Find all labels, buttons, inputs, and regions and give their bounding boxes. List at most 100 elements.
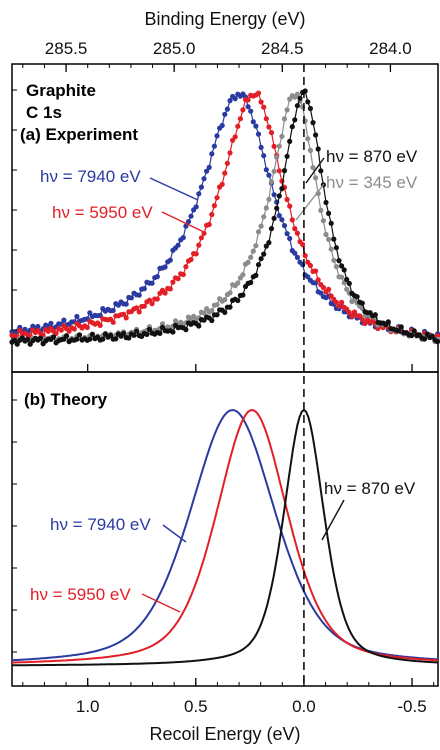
panel-a-data-point [281, 168, 288, 174]
panel-a-data-point [193, 204, 199, 210]
panel-a-data-point [313, 268, 319, 274]
panel-a-data-point [268, 179, 275, 185]
panel-a-data-point [310, 165, 316, 171]
panel-a-series-label: hν = 345 eV [326, 173, 418, 192]
panel-a-data-point [222, 111, 228, 117]
panel-a-data-point [284, 231, 290, 237]
top-axis-ticks: 285.5 285.0 284.5 284.0 [22, 39, 412, 72]
top-tick-label: 284.5 [261, 39, 304, 58]
top-tick-label: 285.0 [153, 39, 196, 58]
panel-a-data-point [300, 241, 306, 248]
panel-a-data-point [268, 226, 275, 232]
panel-a-data-point [328, 246, 334, 252]
panel-a-data-point [313, 132, 319, 138]
panel-a-data-point [307, 147, 313, 153]
panel-a-data-point [201, 176, 207, 182]
panel-a-data-point [248, 254, 254, 260]
panel-a-data-point [271, 143, 277, 149]
panel-a-data-point [294, 103, 300, 109]
panel-a-data-point [110, 319, 116, 325]
panel-a-data-point [294, 91, 300, 97]
panel-a-data-point [261, 251, 267, 257]
panel-a-label-pointer [149, 177, 199, 201]
panel-a-data-point [339, 299, 345, 305]
panel-a-data-point [253, 272, 259, 278]
panel-a-data-point [266, 124, 272, 130]
panel-a-data-point [255, 262, 262, 268]
panel-a-data-point [271, 192, 277, 198]
panel-a-data-point [302, 253, 308, 259]
panel-a-data-point [149, 280, 155, 286]
panel-a-data-point [61, 317, 67, 323]
panel-a-data-point [183, 264, 189, 270]
panel-a-data-point [188, 256, 194, 263]
panel-a-data-point [266, 196, 272, 202]
panel-a-data-point [346, 309, 352, 316]
panel-a-data-point [35, 323, 41, 330]
panel-a-data-point [323, 199, 329, 206]
panel-a-data-point [310, 120, 316, 126]
panel-a-data-point [74, 313, 80, 320]
panel-a-data-point [121, 330, 127, 336]
panel-a-data-point [222, 297, 228, 303]
panel-a-data-point [292, 117, 298, 123]
panel-a-data-point [385, 319, 391, 325]
panel-a-data-point [284, 153, 290, 159]
panel-b-label-pointer [321, 499, 345, 541]
panel-a-title-line-1: Graphite [26, 81, 96, 100]
panel-a-data-point [206, 164, 212, 170]
panel-a-data-point [276, 168, 282, 174]
panel-a-data-point [429, 333, 435, 339]
panel-a-series-label: hν = 7940 eV [40, 167, 141, 186]
panel-a-data-point [214, 133, 220, 139]
panel-a-data-point [422, 336, 428, 342]
panel-a-data-point [396, 328, 402, 334]
panel-a-data-point [276, 213, 282, 219]
panel-a-data-point [398, 324, 404, 330]
panel-a-data-point [136, 292, 142, 298]
panel-a-data-point [411, 328, 417, 334]
panel-a-data-point [235, 280, 241, 286]
panel-a-data-point [126, 335, 132, 341]
panel-a-data-point [237, 116, 243, 122]
panel-a-data-point [250, 119, 256, 125]
bottom-tick-label: 0.5 [184, 697, 208, 716]
panel-a-data-point [162, 290, 168, 296]
panel-a-data-point [349, 313, 355, 319]
panel-a-data-point [245, 259, 251, 265]
panel-a-data-point [209, 317, 215, 324]
panel-a-data-point [263, 167, 269, 173]
panel-a-data-point [196, 242, 202, 248]
panel-a-data-point [240, 292, 246, 298]
panel-a-data-point [224, 160, 230, 166]
panel-a-data-point [154, 296, 160, 302]
panel-a-data-point [318, 290, 324, 296]
bottom-tick-label: 1.0 [76, 697, 100, 716]
panel-a-data-point [258, 99, 264, 105]
panel-a-data-point [294, 230, 300, 236]
panel-a-data-point [253, 123, 259, 129]
panel-a-data-point [253, 243, 259, 249]
panel-a-data-point [372, 312, 378, 318]
panel-a-data-point [232, 134, 238, 140]
panel-a-data-point [274, 154, 280, 160]
panel-a-data-point [110, 307, 116, 314]
panel-a-data-point [344, 286, 350, 292]
panel-a-data-point [196, 323, 202, 329]
panel-a-data-point [435, 339, 440, 345]
panel-a-data-point [346, 280, 352, 287]
panel-a-data-point [305, 136, 311, 142]
panel-a-label-pointer [161, 211, 207, 234]
panel-a-data-point [227, 304, 233, 310]
panel-a-data-point [315, 146, 321, 152]
panel-a-data-point [279, 133, 285, 139]
panel-a-data-point [409, 332, 415, 339]
panel-a-data-point [121, 311, 127, 317]
panel-a-data-point [263, 205, 269, 211]
panel-a-data-point [333, 299, 339, 305]
panel-a-data-point [266, 240, 272, 246]
panel-a-data-point [84, 324, 90, 331]
panel-a-data-point [248, 108, 254, 114]
panel-a-data-point [276, 143, 282, 149]
panel-a-data-point [123, 301, 129, 307]
